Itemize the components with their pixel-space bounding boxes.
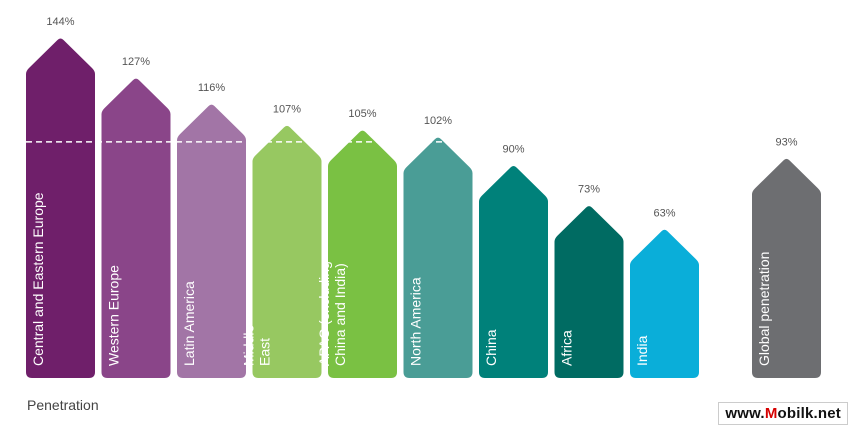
watermark-post: obilk.net	[777, 405, 841, 422]
category-label-line: Western Europe	[106, 265, 122, 366]
category-label-line: China and India)	[332, 263, 348, 366]
bar-4	[252, 125, 322, 378]
category-label-line: India	[634, 335, 650, 366]
category-label-8: Africa	[559, 330, 575, 366]
watermark-highlight: M	[764, 405, 778, 422]
value-label-10: 93%	[775, 136, 797, 148]
value-label-7: 90%	[502, 144, 524, 156]
bar-10	[752, 158, 821, 378]
value-label-3: 116%	[198, 82, 226, 94]
category-label-line: Central and Eastern Europe	[30, 192, 46, 366]
bar-7	[479, 166, 548, 378]
category-label-line: Africa	[559, 330, 575, 366]
value-label-1: 144%	[46, 16, 74, 28]
bar-2	[101, 78, 171, 378]
category-label-7: China	[483, 329, 499, 366]
bar-8	[554, 206, 624, 378]
value-label-8: 73%	[578, 184, 600, 196]
category-label-line: China	[483, 329, 499, 366]
category-label-line: Middle	[241, 325, 257, 366]
category-label-line: North America	[408, 277, 424, 366]
category-label-line: Latin America	[181, 281, 197, 366]
category-label-6: North America	[408, 277, 424, 366]
category-label-4: MiddleEast	[241, 325, 273, 366]
category-label-5: APAC (excludingChina and India)	[316, 261, 348, 366]
watermark-pre: www.	[725, 405, 765, 422]
value-label-2: 127%	[122, 56, 150, 68]
category-label-2: Western Europe	[106, 265, 122, 366]
watermark: www.Mobilk.net	[718, 402, 848, 425]
bar-1	[26, 38, 95, 378]
category-label-3: Latin America	[181, 281, 197, 366]
x-axis-label: Penetration	[27, 397, 99, 413]
bar-9	[630, 229, 699, 378]
category-label-10: Global penetration	[756, 252, 772, 366]
category-label-9: India	[634, 335, 650, 366]
bar-5	[328, 130, 397, 378]
bar-3	[177, 104, 246, 378]
bar-6	[403, 137, 473, 378]
category-label-1: Central and Eastern Europe	[30, 192, 46, 366]
value-label-4: 107%	[273, 103, 301, 115]
value-label-9: 63%	[653, 207, 675, 219]
category-label-line: East	[257, 338, 273, 366]
category-label-line: Global penetration	[756, 252, 772, 366]
value-label-5: 105%	[348, 108, 376, 120]
value-label-6: 102%	[424, 115, 452, 127]
category-label-line: APAC (excluding	[316, 261, 332, 366]
